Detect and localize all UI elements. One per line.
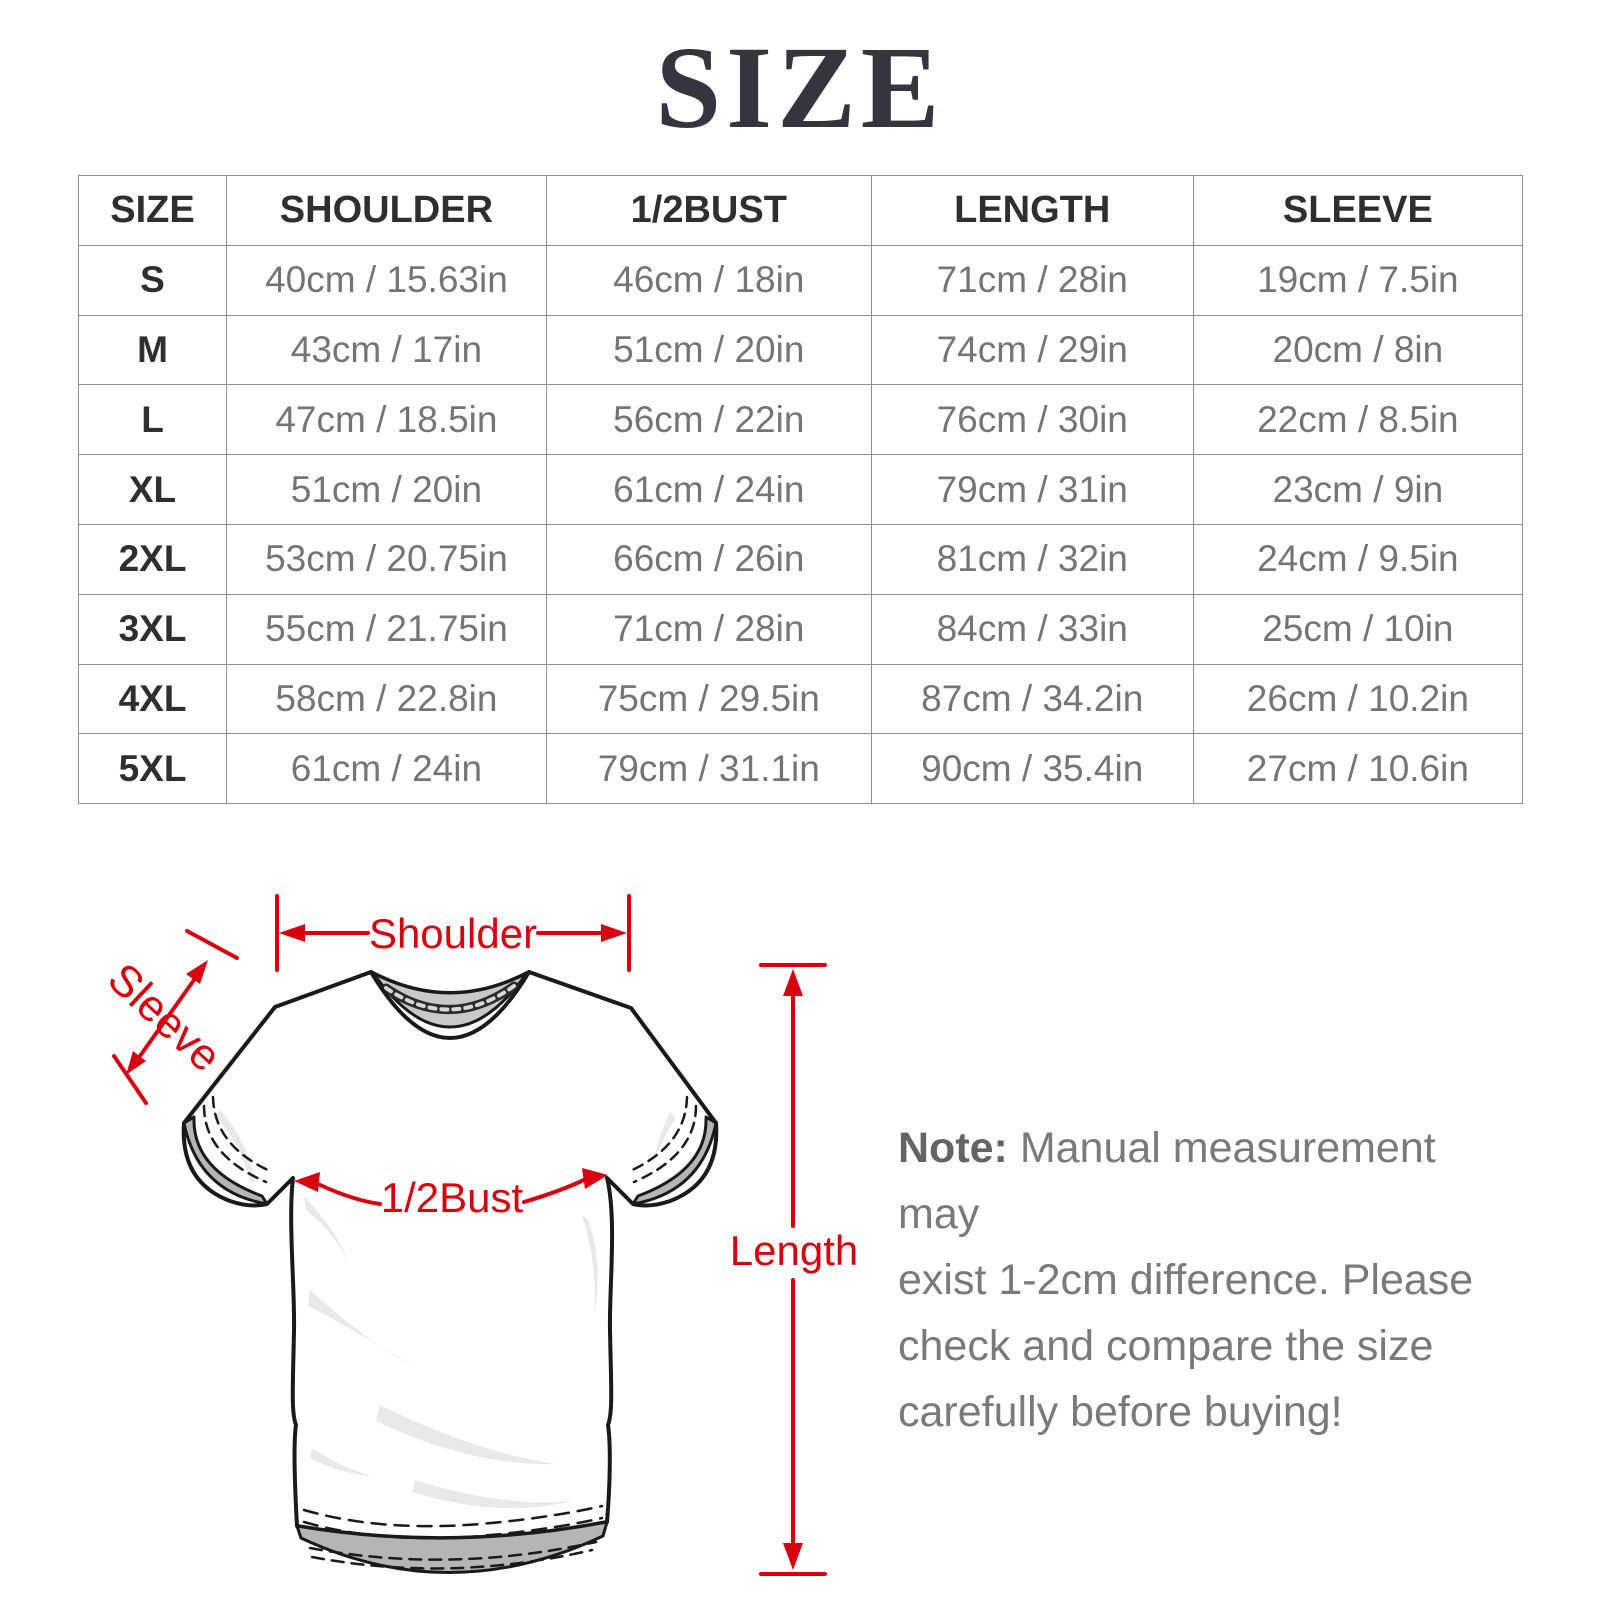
arrowhead-up-icon (186, 960, 208, 984)
table-cell: 53cm / 20.75in (226, 523, 547, 595)
hem-stitch (302, 1516, 604, 1540)
right-cuff-inside (631, 1115, 718, 1206)
sleeve-measure-arrow: Sleeve (98, 929, 239, 1105)
table-cell: 79cm / 31in (870, 454, 1194, 525)
arrowhead-right-icon (601, 924, 627, 942)
collar-front-rib-edge (369, 970, 531, 1040)
table-cell: 84cm / 33in (870, 593, 1194, 665)
hem-stitch (308, 1540, 598, 1561)
table-row: 5XL 61cm / 24in 79cm / 31.1in 90cm / 35.… (78, 733, 1524, 805)
table-cell: 75cm / 29.5in (545, 663, 872, 735)
size-label: M (78, 314, 227, 386)
note-line: carefully before buying! (898, 1388, 1343, 1436)
table-header-row: SIZE SHOULDER 1/2BUST LENGTH SLEEVE (78, 175, 1524, 246)
table-cell: 71cm / 28in (545, 593, 872, 665)
right-cuff-stitch (632, 1104, 698, 1184)
table-row: S 40cm / 15.63in 46cm / 18in 71cm / 28in… (78, 244, 1524, 316)
arrowhead-down-icon (126, 1051, 146, 1075)
left-cuff-stitch (211, 1095, 274, 1174)
note-line: exist 1-2cm difference. Please (898, 1256, 1474, 1304)
table-cell: 66cm / 26in (545, 523, 872, 595)
note-text: Note: Manual measurement may exist 1-2cm… (898, 1115, 1518, 1445)
table-cell: 24cm / 9.5in (1192, 523, 1524, 595)
table-cell: 22cm / 8.5in (1192, 384, 1524, 456)
column-header-shoulder: SHOULDER (226, 175, 547, 246)
arrowhead-left-icon (279, 924, 305, 942)
table-cell: 61cm / 24in (545, 454, 872, 525)
table-row: L 47cm / 18.5in 56cm / 22in 76cm / 30in … (78, 384, 1524, 456)
tshirt-measurement-diagram: Shoulder Sleeve 1/2Bust (98, 894, 858, 1576)
table-cell: 27cm / 10.6in (1192, 733, 1524, 805)
sleeve-upper-tick (185, 929, 239, 960)
column-header-length: LENGTH (870, 175, 1194, 246)
table-cell: 58cm / 22.8in (226, 663, 547, 735)
table-row: XL 51cm / 20in 61cm / 24in 79cm / 31in 2… (78, 454, 1524, 525)
size-label: XL (78, 454, 227, 525)
length-measure-arrow: Length (730, 963, 858, 1576)
table-cell: 51cm / 20in (545, 314, 872, 386)
sleeve-lower-tick (112, 1054, 148, 1105)
table-cell: 19cm / 7.5in (1192, 244, 1524, 316)
size-label: L (78, 384, 227, 456)
hem-stitch (310, 1548, 594, 1570)
size-table: SIZE SHOULDER 1/2BUST LENGTH SLEEVE S 40… (78, 175, 1524, 805)
table-cell: 71cm / 28in (870, 244, 1194, 316)
shoulder-measure-arrow: Shoulder (275, 894, 631, 972)
tshirt-body-outline (181, 970, 719, 1541)
note-line: check and compare the size (898, 1322, 1434, 1370)
size-label: 5XL (78, 733, 227, 805)
left-cuff-stitch (202, 1104, 268, 1184)
table-cell: 51cm / 20in (226, 454, 547, 525)
half-bust-measure-arrow: 1/2Bust (294, 1168, 608, 1221)
table-cell: 90cm / 35.4in (870, 733, 1194, 805)
hem-stitch (302, 1504, 604, 1528)
table-cell: 40cm / 15.63in (226, 244, 547, 316)
table-cell: 46cm / 18in (545, 244, 872, 316)
table-cell: 47cm / 18.5in (226, 384, 547, 456)
column-header-size: SIZE (78, 175, 227, 246)
table-cell: 79cm / 31.1in (545, 733, 872, 805)
table-row: 2XL 53cm / 20.75in 66cm / 26in 81cm / 32… (78, 523, 1524, 595)
table-row: 3XL 55cm / 21.75in 71cm / 28in 84cm / 33… (78, 593, 1524, 665)
page-title: SIZE (655, 22, 945, 153)
column-header-halfbust: 1/2BUST (545, 175, 872, 246)
table-cell: 26cm / 10.2in (1192, 663, 1524, 735)
table-row: 4XL 58cm / 22.8in 75cm / 29.5in 87cm / 3… (78, 663, 1524, 735)
table-cell: 56cm / 22in (545, 384, 872, 456)
table-cell: 55cm / 21.75in (226, 593, 547, 665)
note-label: Note: (898, 1124, 1008, 1172)
arrowhead-right-icon (582, 1168, 608, 1189)
table-cell: 81cm / 32in (870, 523, 1194, 595)
left-cuff-inside (182, 1115, 269, 1206)
size-label: S (78, 244, 227, 316)
table-cell: 74cm / 29in (870, 314, 1194, 386)
table-cell: 25cm / 10in (1192, 593, 1524, 665)
arrowhead-up-icon (783, 969, 803, 996)
table-cell: 20cm / 8in (1192, 314, 1524, 386)
collar-stitch-zigzag (384, 984, 516, 1012)
shoulder-label: Shoulder (369, 910, 537, 957)
right-cuff-stitch (626, 1095, 689, 1174)
arrowhead-left-icon (294, 1172, 320, 1192)
size-label: 3XL (78, 593, 227, 665)
table-cell: 43cm / 17in (226, 314, 547, 386)
length-label: Length (730, 1227, 858, 1274)
half-bust-label: 1/2Bust (381, 1174, 524, 1221)
tshirt-illustration (181, 970, 719, 1574)
arrowhead-down-icon (783, 1543, 803, 1570)
table-row: M 43cm / 17in 51cm / 20in 74cm / 29in 20… (78, 314, 1524, 386)
note-line: Note: Manual measurement may (898, 1124, 1436, 1238)
table-cell: 87cm / 34.2in (870, 663, 1194, 735)
column-header-sleeve: SLEEVE (1192, 175, 1524, 246)
size-label: 2XL (78, 523, 227, 595)
size-label: 4XL (78, 663, 227, 735)
table-cell: 23cm / 9in (1192, 454, 1524, 525)
table-cell: 76cm / 30in (870, 384, 1194, 456)
table-cell: 61cm / 24in (226, 733, 547, 805)
